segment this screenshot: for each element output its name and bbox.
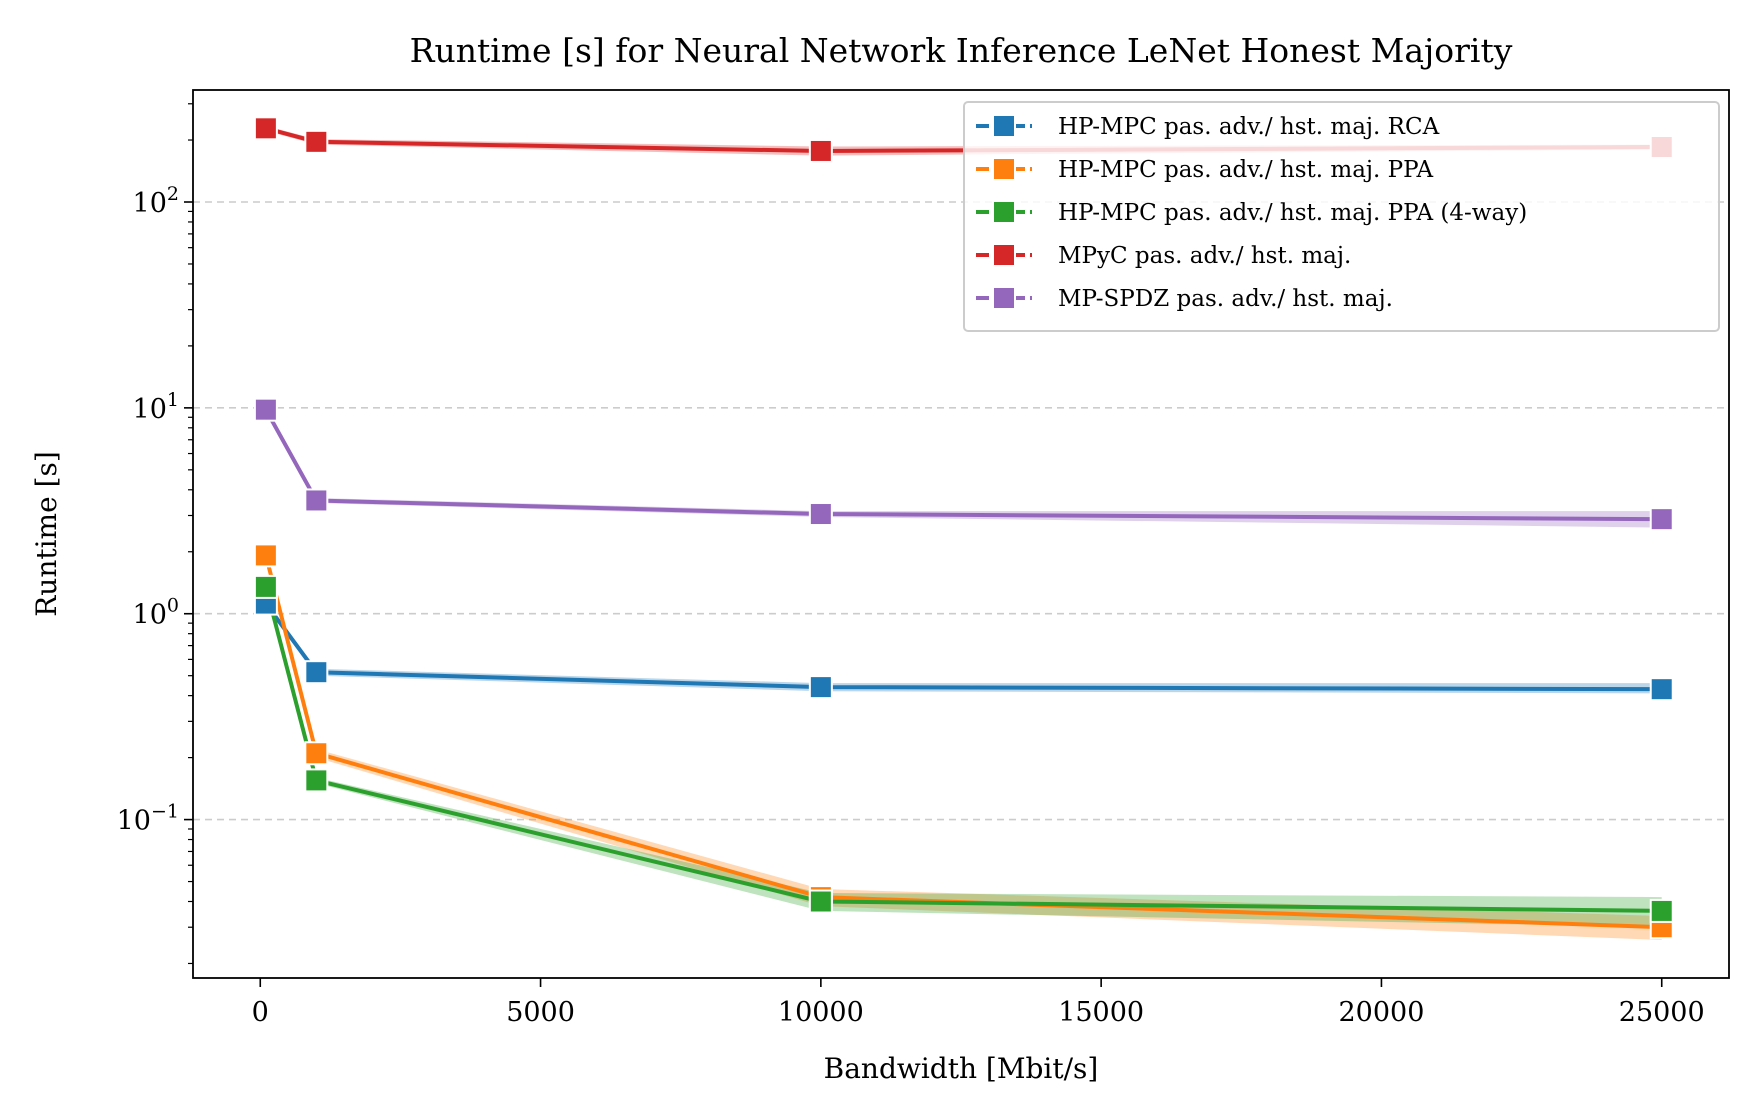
y-tick-label-1: 100 [133,595,179,631]
x-tick-label-0: 0 [252,997,269,1028]
series-2-point-1 [304,768,329,793]
x-tick-label-3: 15000 [1058,997,1144,1028]
x-tick-label-5: 25000 [1619,997,1705,1028]
series-3-point-2 [808,138,833,163]
series-4-point-2 [808,502,833,527]
y-axis-label: Runtime [s] [30,451,63,617]
y-tick-label-exp-2: 1 [167,389,179,411]
series-4-point-0 [253,397,278,422]
plot-frame [192,89,1730,979]
series-band-1 [265,551,1662,940]
legend-swatch-marker-1 [992,157,1016,181]
chart-title: Runtime [s] for Neural Network Inference… [410,31,1513,70]
x-axis-ticks: 0 5000 10000 15000 20000 25000 [252,978,1705,1028]
y-tick-label-base-2: 10 [133,394,167,425]
series-2-point-3 [1649,898,1674,923]
series-band-4 [265,407,1662,528]
y-tick-label-exp-1: 0 [167,595,179,617]
legend-swatch-marker-2 [992,200,1016,224]
series-3-point-1 [304,129,329,154]
series-band-0 [265,600,1662,694]
series-4-point-3 [1649,507,1674,532]
y-tick-label-3: 102 [133,183,179,219]
y-tick-label-base-3: 10 [133,188,167,219]
series-2-point-2 [808,889,833,914]
legend: HP-MPC pas. adv./ hst. maj. RCA HP-MPC pa… [963,101,1720,332]
y-tick-label-base-1: 10 [133,600,167,631]
series-line-1 [263,554,1662,930]
legend-entry-3: MPyC pas. adv./ hst. maj. [1058,243,1351,269]
x-tick-label-2: 10000 [778,997,864,1028]
series-3-point-0 [253,116,278,141]
series-1-point-1 [304,741,329,766]
legend-swatch-marker-4 [992,286,1016,310]
series-markers [253,116,1674,940]
series-2-point-0 [253,574,278,599]
y-tick-label-2: 101 [133,389,179,425]
x-tick-label-4: 20000 [1338,997,1424,1028]
series-line-0 [264,602,1662,692]
legend-swatch-marker-0 [992,114,1016,138]
x-tick-label-1: 5000 [506,997,575,1028]
y-tick-label-exp-3: 2 [167,183,179,205]
legend-entry-4: MP-SPDZ pas. adv./ hst. maj. [1058,286,1393,312]
legend-entry-2: HP-MPC pas. adv./ hst. maj. PPA (4-way) [1058,200,1527,226]
series-line-2 [263,586,1662,913]
y-tick-label-exp-0: −1 [151,801,179,823]
series-0-point-1 [304,660,329,685]
series-4-point-1 [304,488,329,513]
legend-box [963,101,1720,332]
series-line-4 [264,408,1662,522]
legend-entry-1: HP-MPC pas. adv./ hst. maj. PPA [1058,157,1434,183]
series-1-point-0 [253,543,278,568]
grid-lines [193,201,1729,821]
legend-swatch-marker-3 [992,243,1016,267]
series-0-point-3 [1649,677,1674,702]
y-tick-label-base-0: 10 [117,806,151,837]
x-axis-label: Bandwidth [Mbit/s] [824,1052,1099,1085]
legend-entry-0: HP-MPC pas. adv./ hst. maj. RCA [1058,114,1440,140]
y-tick-label-0: 10−1 [117,801,179,837]
series-0-point-2 [808,675,833,700]
